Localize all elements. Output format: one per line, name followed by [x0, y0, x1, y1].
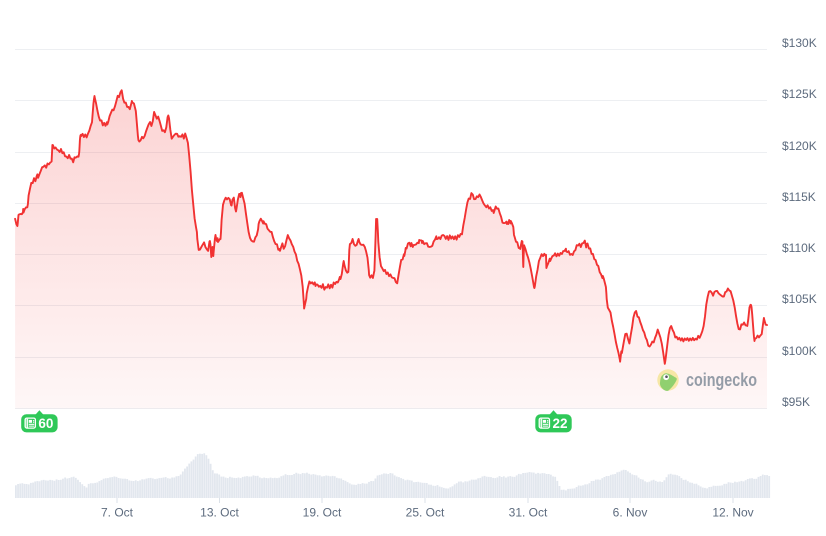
svg-text:22: 22 — [552, 416, 567, 431]
svg-text:6. Nov: 6. Nov — [613, 506, 648, 520]
svg-text:7. Oct: 7. Oct — [101, 506, 134, 520]
svg-text:$115K: $115K — [782, 190, 816, 204]
svg-text:$100K: $100K — [782, 344, 817, 358]
svg-text:13. Oct: 13. Oct — [200, 506, 239, 520]
svg-text:25. Oct: 25. Oct — [406, 506, 445, 520]
svg-text:12. Nov: 12. Nov — [712, 506, 753, 520]
svg-text:$95K: $95K — [782, 395, 810, 409]
svg-text:60: 60 — [38, 416, 53, 431]
svg-text:$130K: $130K — [782, 36, 817, 50]
svg-text:31. Oct: 31. Oct — [509, 506, 548, 520]
svg-text:19. Oct: 19. Oct — [303, 506, 342, 520]
svg-text:coingecko: coingecko — [686, 370, 757, 390]
svg-text:$125K: $125K — [782, 87, 817, 101]
svg-text:$120K: $120K — [782, 139, 817, 153]
svg-text:$110K: $110K — [782, 241, 816, 255]
svg-text:$105K: $105K — [782, 292, 817, 306]
